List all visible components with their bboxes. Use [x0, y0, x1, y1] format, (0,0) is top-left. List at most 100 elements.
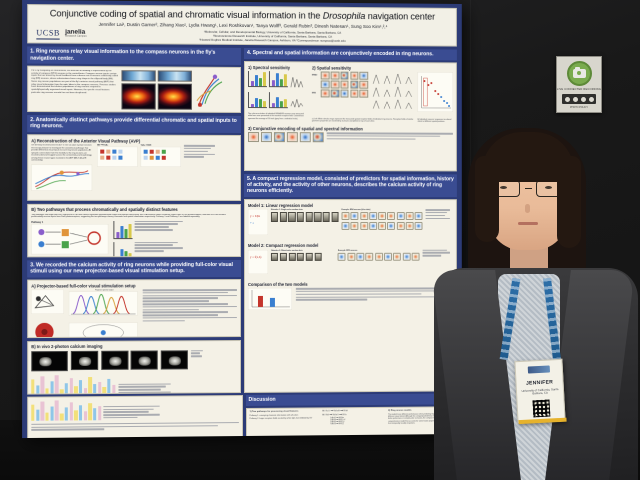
hair-front [475, 132, 581, 248]
spectral-bar-chart-2 [113, 241, 133, 258]
institution-logos: UCSB janelia Research Campus [34, 28, 87, 40]
section-1-panel: For a fly navigating an environment, the… [27, 66, 242, 114]
section-3-heading: 3. We recorded the calcium activity of r… [27, 259, 242, 278]
model-comparison-title: Comparison of the two models [247, 281, 308, 287]
svg-text:y = Σβx: y = Σβx [250, 214, 260, 218]
spectral-sensitivity-chart-er4d-2 [269, 71, 289, 88]
svg-text:+ ε: + ε [250, 221, 255, 225]
microscopy-image [121, 70, 156, 82]
trace-plot [291, 77, 304, 89]
section-3-panelB: B) In vivo 2-photon calcium imaging [27, 339, 242, 395]
ucsb-logo: UCSB [36, 28, 61, 40]
spectral-sensitivity-chart-er4d [247, 71, 268, 88]
receptive-field-grid [320, 80, 369, 89]
trace-plot [291, 99, 304, 109]
spectral-bar-chart-1 [113, 220, 133, 239]
two-photon-image [100, 350, 129, 370]
discussion-item-1-title: 1) Two pathways for processing visual fe… [249, 410, 299, 414]
model-2-stimulus-label: Stimulus 2: Mixed-color random dots [271, 249, 303, 252]
poster-header: Conjunctive coding of spatial and chroma… [27, 4, 457, 47]
arena-schematic [69, 323, 138, 339]
discussion-equation-extra: TuBu10 ⟶ ER3_t [330, 423, 344, 426]
two-photon-image [70, 350, 99, 370]
neuron-schematic [196, 74, 223, 107]
section-4-panel: 1) Spectral sensitivity [244, 61, 457, 172]
brain-heatmap-image [121, 83, 156, 110]
share-icon [579, 95, 587, 103]
connectivity-matrix [139, 146, 181, 168]
photography-policy-sign: LIVE CONNECTED RECORDING PHOTO POLICY [556, 56, 602, 113]
avp-reconstruction-figure [31, 164, 92, 190]
spatial-spectral-scatter [418, 72, 453, 112]
section-4-panel-2-title: 2) Spatial sensitivity [312, 65, 352, 71]
section-5-panel: Model 1: Linear regression model y = Σβx… [244, 199, 457, 394]
model-comparison-chart [247, 287, 292, 311]
policy-sign-footer: PHOTO POLICY [570, 106, 588, 109]
discussion-panel: 1) Two pathways for processing visual fe… [245, 405, 457, 439]
spectral-sensitivity-chart-er3 [247, 92, 268, 109]
section-1-heading: 1. Ring neurons relay visual information… [27, 46, 242, 65]
section-4-cap-1: The calcium activities of individual ER4… [247, 113, 304, 120]
model-1-title: Model 1: Linear regression model [247, 202, 314, 208]
section-3-panelB-title: B) In vivo 2-photon calcium imaging [31, 343, 103, 350]
poster-affiliations: ¹Molecular, Cellular, and Developmental … [199, 29, 346, 43]
connectivity-matrix [96, 145, 138, 167]
bottom-left-figure-panel [27, 395, 243, 439]
poster-presenter: JENNIFER University of California, Santa… [431, 128, 640, 480]
model-1-example-label: Example: ER4 neurons (blue dots) [341, 209, 371, 212]
right-eye [545, 186, 552, 189]
policy-icon-row [562, 94, 596, 104]
no-flash-icon [563, 95, 571, 103]
section-2-panelB: B) Two pathways that process chromatical… [27, 203, 242, 258]
camera-icon [566, 61, 592, 86]
section-3-panelA: A) Projector-based full-color visual sti… [27, 279, 242, 339]
section-3-panelA-title: A) Projector-based full-color visual sti… [31, 282, 136, 289]
model-2-title: Model 2: Compact regression model [247, 243, 319, 249]
discussion-heading: Discussion [245, 393, 457, 406]
two-photon-image [130, 349, 158, 370]
svg-text:y = f(x,h): y = f(x,h) [250, 255, 261, 260]
nose [525, 204, 530, 213]
receptive-field-grid [320, 71, 369, 80]
spectral-sensitivity-chart-er3-2 [269, 92, 289, 109]
receptive-field-profiles [371, 72, 414, 110]
section-2-heading: 2. Anatomically distinct pathways provid… [27, 114, 242, 133]
section-4-cap-3: b) Individual neurons' responses to colo… [417, 118, 452, 124]
section-2-panelB-body: Two pathways that begin with Mi1/TuA and… [31, 213, 226, 219]
eyeglasses [489, 180, 567, 197]
policy-sign-caption: LIVE CONNECTED RECORDING [556, 88, 602, 91]
badge-logo [527, 365, 551, 374]
section-4-panel-1-title: 1) Spectral sensitivity [247, 64, 290, 70]
glasses-bridge [524, 187, 532, 190]
discussion-equation-1: Mi1/TuA1 ⟶ TuBu08 ⟶ ER4d [322, 410, 348, 413]
section-2-panelA-title: A) Reconstruction of the Anterior Visual… [31, 137, 141, 144]
section-4-panel-3-title: 3) Conjunctive encoding of spatial and s… [247, 125, 363, 132]
research-poster[interactable]: Conjunctive coding of spatial and chroma… [22, 0, 462, 439]
model-1-stimulus-label: Stimulus 1: Single-color random dots [270, 209, 303, 212]
section-4-cap-2: a) Left: White stimulus maps represent t… [312, 118, 414, 123]
conference-badge[interactable]: JENNIFER University of California, Santa… [514, 358, 567, 425]
mouth [518, 222, 538, 226]
model-2-neuron-wheels [337, 252, 420, 261]
receptive-field-grid [320, 89, 369, 98]
brain-heatmap-image [157, 83, 192, 110]
badge-name: JENNIFER [525, 379, 554, 387]
model-2-example-label: Example: ER3 neurons [337, 249, 358, 252]
badge-qr-code [531, 399, 550, 418]
calcium-response-bar-chart [31, 373, 116, 395]
model-2-equation: y = f(x,h) [247, 249, 269, 275]
poster-title: Conjunctive coding of spatial and chroma… [49, 8, 436, 22]
section-1-body: For a fly navigating an environment, the… [31, 69, 118, 95]
section-2-panelB-title: B) Two pathways that process chromatical… [31, 207, 178, 213]
section-4-heading: 4. Spectral and spatial information are … [244, 48, 457, 61]
eye-schematic [35, 322, 54, 339]
setup-schematic [31, 290, 64, 314]
model-1-neuron-wheels [341, 212, 423, 230]
section-2-panelA-body: We densely reconstructed the AVP in the … [31, 144, 92, 162]
left-eye [500, 186, 507, 189]
info-icon [571, 95, 579, 103]
two-photon-image [31, 350, 68, 371]
discussion-item-1b: Pathway 2: larger receptive fields excit… [249, 417, 313, 421]
two-photon-image [160, 349, 188, 370]
